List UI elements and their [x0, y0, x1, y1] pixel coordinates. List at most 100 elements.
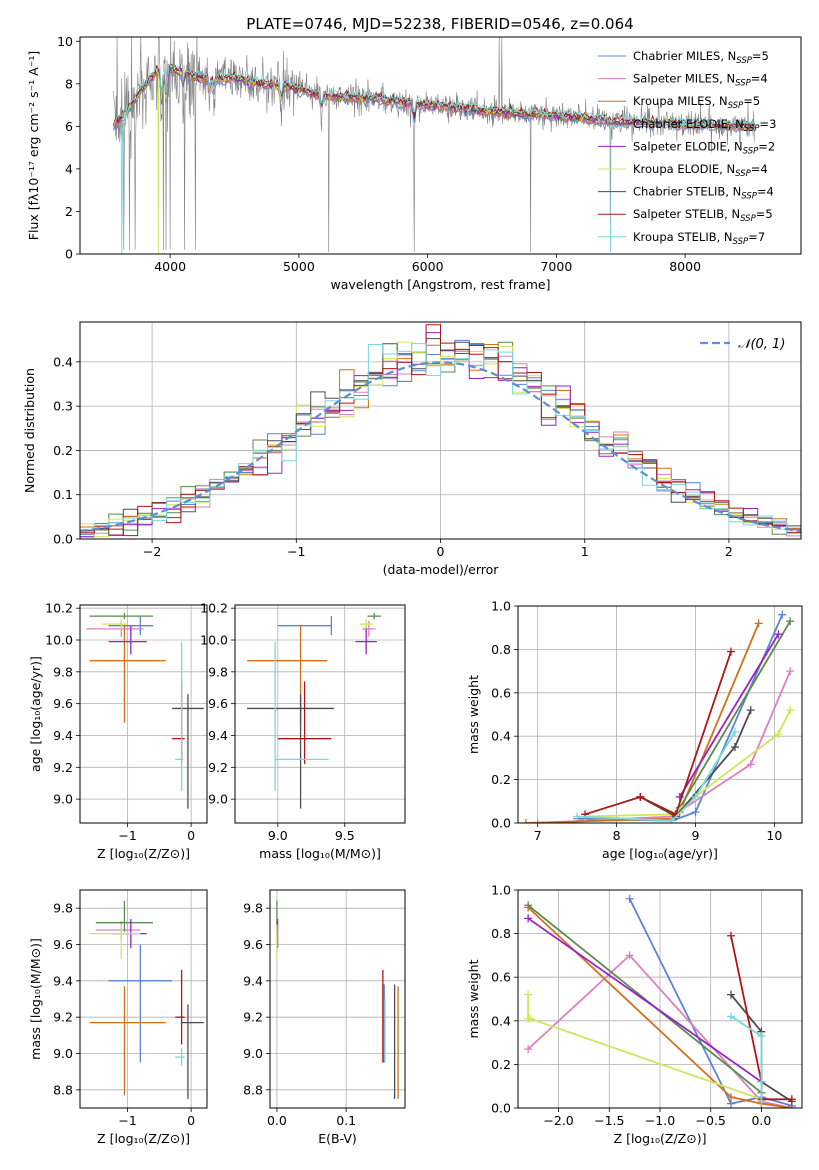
weight-marker [787, 1095, 796, 1104]
plot-area [80, 322, 801, 539]
y-tick-label: 0.2 [53, 443, 73, 458]
weight-series [727, 1012, 766, 1106]
weight-marker [524, 990, 533, 999]
y-tick-label: 9.2 [53, 760, 73, 775]
axes-frame [79, 889, 208, 1109]
plot-area [518, 606, 802, 823]
y-tick-label: 0.0 [491, 1101, 511, 1116]
x-tick-label: −1.0 [645, 1113, 675, 1128]
weight-marker [774, 730, 783, 739]
legend-entry: Salpeter MILES, NSSP=4 [633, 72, 768, 89]
errorbar-point [175, 969, 185, 1045]
legend-entry-n: 5 [753, 94, 760, 108]
panel-weight_vs_age: 7 8 9 10 0.0 0.2 0.4 0.6 0.8 1.0 age [log₁₀(age/yr… [466, 599, 803, 861]
weight-marker [691, 808, 700, 817]
y-tick-label: 8 [65, 76, 73, 91]
y-tick-label: 4 [65, 161, 73, 176]
legend-entry: Salpeter STELIB, NSSP=5 [633, 207, 773, 224]
weight-marker [727, 1093, 735, 1102]
errorbar-point [95, 920, 141, 940]
y-tick-label: 9.0 [53, 1046, 73, 1061]
panel-age_vs_mass: 9.0 9.5 9.0 9.2 9.4 9.6 9.8 10.0 10.2 mass [log₁₀… [200, 601, 406, 861]
x-tick-label: 9.5 [335, 828, 355, 843]
weight-marker [667, 816, 676, 823]
y-tick-label: 9.2 [243, 1010, 263, 1025]
x-tick-label: 0.0 [267, 1113, 287, 1128]
model-spectrum [113, 63, 755, 254]
plot-area [235, 605, 405, 823]
errorbar-point [172, 681, 185, 765]
y-tick-label: 9.8 [208, 664, 228, 679]
legend-entry-n: 2 [768, 139, 775, 153]
errorbar-point [89, 924, 141, 960]
errorbar-point [95, 900, 154, 932]
weight-line [584, 651, 732, 816]
panel-mass_vs_Z: −1 0 8.8 9.0 9.2 9.4 9.6 9.8 Z [log₁₀(Z/Z⊙)] mass… [28, 889, 208, 1146]
legend-entry-n: 4 [760, 72, 767, 86]
x-tick-label: 0 [437, 544, 445, 559]
x-axis-label: Z [log₁₀(Z/Z⊙)] [97, 846, 190, 861]
panel-mass_vs_EBV: 0.0 0.1 8.8 9.0 9.2 9.4 9.6 9.8 E(B-V) [243, 889, 406, 1146]
weight-marker [526, 1014, 535, 1023]
y-tick-label: 10.2 [200, 601, 228, 616]
x-tick-label: −1.5 [594, 1113, 624, 1128]
x-axis-label: Z [log₁₀(Z/Z⊙)] [614, 1131, 707, 1146]
y-tick-label: 8.8 [243, 1082, 263, 1097]
legend-entry: Chabrier ELODIE, NSSP=3 [633, 117, 776, 134]
weight-line [678, 633, 780, 798]
legend: Chabrier MILES, NSSP=5 Salpeter MILES, NS… [598, 49, 776, 247]
legend-entry-name: Salpeter STELIB [633, 207, 724, 221]
y-tick-label: 10.0 [200, 633, 228, 648]
weight-marker [727, 1012, 735, 1021]
weight-marker [533, 819, 542, 823]
x-tick-label: −1 [287, 544, 305, 559]
weight-line [585, 709, 792, 818]
plot-area [80, 890, 207, 1108]
y-tick-label: 9.0 [208, 792, 228, 807]
weight-marker [727, 647, 735, 656]
x-tick-label: 5000 [283, 259, 315, 274]
y-tick-label: 0 [65, 247, 73, 262]
x-axis-label: wavelength [Angstrom, rest frame] [330, 277, 550, 292]
legend-entry-n: 3 [769, 117, 776, 131]
x-axis-label: E(B-V) [318, 1131, 357, 1146]
weight-series [521, 619, 763, 823]
legend-entry: Salpeter ELODIE, NSSP=2 [633, 139, 775, 156]
weight-marker [786, 667, 795, 676]
weight-series [675, 617, 795, 812]
y-tick-label: 0.0 [491, 816, 511, 831]
errorbar-point [277, 681, 332, 765]
panel-weight_vs_Z: −2.0 −1.5 −1.0 −0.5 0.0 0.0 0.2 0.4 0.6 0.8 1.0 Z [… [466, 883, 803, 1146]
errorbar-point [102, 619, 128, 629]
weight-marker [727, 931, 735, 940]
y-tick-label: 9.6 [53, 696, 73, 711]
y-axis-label: Flux [fλ10⁻¹⁷ erg cm⁻² s⁻¹ A⁻¹] [26, 51, 41, 240]
y-tick-label: 0.4 [53, 354, 73, 369]
y-tick-label: 10.2 [45, 601, 73, 616]
y-axis-label: mass weight [466, 675, 481, 754]
x-tick-label: 6000 [412, 259, 444, 274]
weight-marker [573, 812, 582, 821]
y-tick-label: 9.6 [208, 696, 228, 711]
weight-line [537, 670, 792, 823]
legend-entry: Kroupa STELIB, NSSP=7 [633, 230, 765, 247]
panel-age_vs_Z: −1 0 9.0 9.2 9.4 9.6 9.8 10.0 10.2 Z [log₁₀(Z/Z⊙)… [28, 601, 208, 861]
errorbar-point [89, 612, 154, 620]
legend-entry: 𝒩(0, 1) [738, 337, 785, 352]
y-axis-label: age [log₁₀(age/yr)] [28, 656, 43, 772]
weight-line [527, 917, 762, 1083]
legend-entry-n: 5 [762, 49, 769, 63]
errorbar-point [175, 1048, 185, 1067]
y-tick-label: 9.4 [208, 728, 228, 743]
y-tick-label: 9.8 [53, 664, 73, 679]
errorbar-point [247, 694, 335, 809]
y-tick-label: 9.8 [53, 901, 73, 916]
weight-marker [746, 706, 755, 715]
legend-entry: Kroupa ELODIE, NSSP=4 [633, 162, 768, 179]
weight-line [577, 614, 784, 822]
weight-marker [774, 630, 783, 639]
legend-entry-name: Kroupa MILES [633, 94, 712, 108]
x-tick-label: −2.0 [543, 1113, 573, 1128]
x-tick-label: 9 [692, 828, 700, 843]
weight-marker [524, 901, 533, 910]
